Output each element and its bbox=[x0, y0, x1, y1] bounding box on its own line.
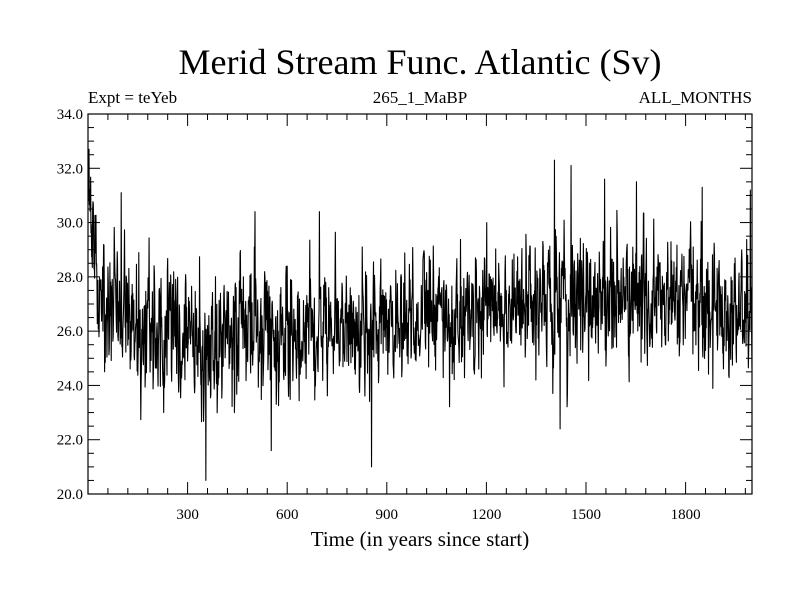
y-tick-label-3: 26.0 bbox=[57, 324, 83, 340]
chart-title: Merid Stream Func. Atlantic (Sv) bbox=[179, 42, 662, 82]
y-tick-label-1: 22.0 bbox=[57, 433, 83, 449]
y-tick-label-6: 32.0 bbox=[57, 161, 83, 177]
y-tick-label-5: 30.0 bbox=[57, 216, 83, 232]
y-tick-label-0: 20.0 bbox=[57, 487, 83, 503]
axis-ticks: 20.0 22.0 24.0 26.0 28.0 30.0 32.0 34.0 300 600 90… bbox=[57, 107, 752, 523]
y-tick-label-7: 34.0 bbox=[57, 107, 83, 123]
x-tick-label-1: 600 bbox=[276, 507, 299, 523]
plot-data-layer bbox=[87, 148, 753, 481]
x-tick-label-3: 1200 bbox=[471, 507, 501, 523]
x-axis-label: Time (in years since start) bbox=[311, 527, 530, 551]
x-tick-label-2: 900 bbox=[376, 507, 399, 523]
subtitle-center: 265_1_MaBP bbox=[373, 88, 467, 107]
series-line bbox=[87, 148, 753, 481]
x-tick-label-0: 300 bbox=[176, 507, 199, 523]
y-tick-label-4: 28.0 bbox=[57, 270, 83, 286]
subtitle-right: ALL_MONTHS bbox=[639, 88, 752, 107]
x-tick-label-4: 1500 bbox=[571, 507, 601, 523]
subtitle-left: Expt = teYeb bbox=[88, 88, 177, 107]
y-tick-label-2: 24.0 bbox=[57, 378, 83, 394]
x-tick-label-5: 1800 bbox=[671, 507, 701, 523]
